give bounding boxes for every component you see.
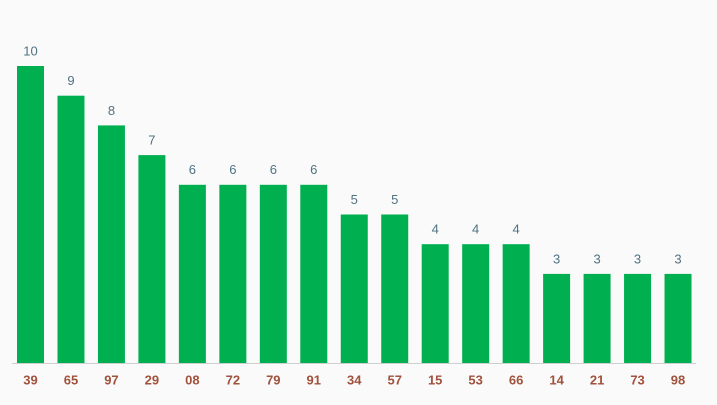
bar <box>97 125 125 364</box>
x-tick-label: 66 <box>509 372 523 387</box>
value-label: 3 <box>553 251 560 266</box>
value-label: 6 <box>310 162 317 177</box>
bar <box>17 66 44 363</box>
value-label: 3 <box>593 251 600 266</box>
value-label: 9 <box>67 73 74 88</box>
x-tick-label: 91 <box>307 372 321 387</box>
value-label: 6 <box>270 162 277 177</box>
x-tick-label: 29 <box>145 372 159 387</box>
bar <box>138 155 166 363</box>
x-tick-label: 53 <box>468 372 482 387</box>
x-tick-label: 97 <box>104 372 118 387</box>
x-tick-label: 65 <box>64 372 78 387</box>
x-tick-label: 72 <box>226 372 240 387</box>
x-tick-label: 57 <box>387 372 401 387</box>
bar <box>421 244 449 363</box>
value-label: 6 <box>189 162 196 177</box>
bar <box>57 95 85 363</box>
bar <box>219 184 247 363</box>
bar <box>462 244 490 363</box>
bar <box>664 273 692 363</box>
bar <box>381 214 409 363</box>
x-tick-label: 15 <box>428 372 442 387</box>
x-tick-label: 79 <box>266 372 280 387</box>
bar <box>583 273 611 363</box>
bar <box>259 184 287 363</box>
value-label: 4 <box>513 222 520 237</box>
x-tick-label: 21 <box>590 372 604 387</box>
value-label: 7 <box>148 133 155 148</box>
bar <box>624 273 652 363</box>
x-tick-label: 73 <box>630 372 644 387</box>
value-label: 8 <box>108 103 115 118</box>
value-label: 4 <box>432 222 439 237</box>
x-tick-label: 34 <box>347 372 362 387</box>
value-label: 10 <box>23 43 37 58</box>
value-label: 3 <box>634 251 641 266</box>
x-tick-label: 14 <box>549 372 564 387</box>
x-tick-label: 39 <box>23 372 37 387</box>
value-label: 6 <box>229 162 236 177</box>
value-label: 3 <box>674 251 681 266</box>
value-label: 5 <box>351 192 358 207</box>
x-tick-label: 98 <box>671 372 685 387</box>
bar <box>502 244 530 363</box>
value-label: 5 <box>391 192 398 207</box>
value-label: 4 <box>472 222 479 237</box>
bar <box>300 184 328 363</box>
x-tick-label: 08 <box>185 372 199 387</box>
bar <box>543 273 571 363</box>
bar <box>340 214 368 363</box>
bar <box>178 184 206 363</box>
